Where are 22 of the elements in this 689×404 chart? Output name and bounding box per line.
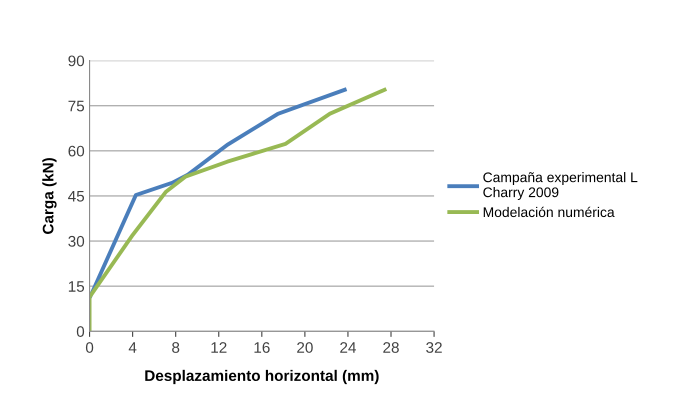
y-tick-label: 45 (68, 190, 84, 202)
x-axis-title: Desplazamiento horizontal (mm) (145, 370, 379, 384)
x-tick-label: 12 (211, 342, 226, 353)
line-series (90, 88, 386, 332)
x-tick-label: 4 (128, 342, 136, 353)
y-tick-label: 15 (68, 281, 84, 292)
x-tick-label: 32 (426, 342, 442, 353)
y-tick-label: 60 (68, 146, 84, 157)
x-tick-label: 8 (172, 342, 180, 353)
x-tick-label: 20 (297, 342, 313, 353)
y-axis-title: Carga (kN) (42, 158, 57, 234)
legend-label: Campaña experimental L Charry 2009 (483, 172, 638, 200)
x-tick-label: 24 (340, 342, 356, 353)
x-tick-label: 16 (254, 342, 270, 353)
y-tick-label: 0 (76, 326, 84, 337)
y-tick-label: 90 (68, 55, 84, 66)
x-tick-label: 28 (383, 342, 399, 353)
legend-label: Modelación numérica (484, 206, 615, 218)
x-tick-label: 0 (86, 342, 94, 353)
y-tick-label: 75 (68, 100, 84, 112)
y-tick-label: 30 (68, 236, 84, 247)
line-series (90, 88, 347, 300)
